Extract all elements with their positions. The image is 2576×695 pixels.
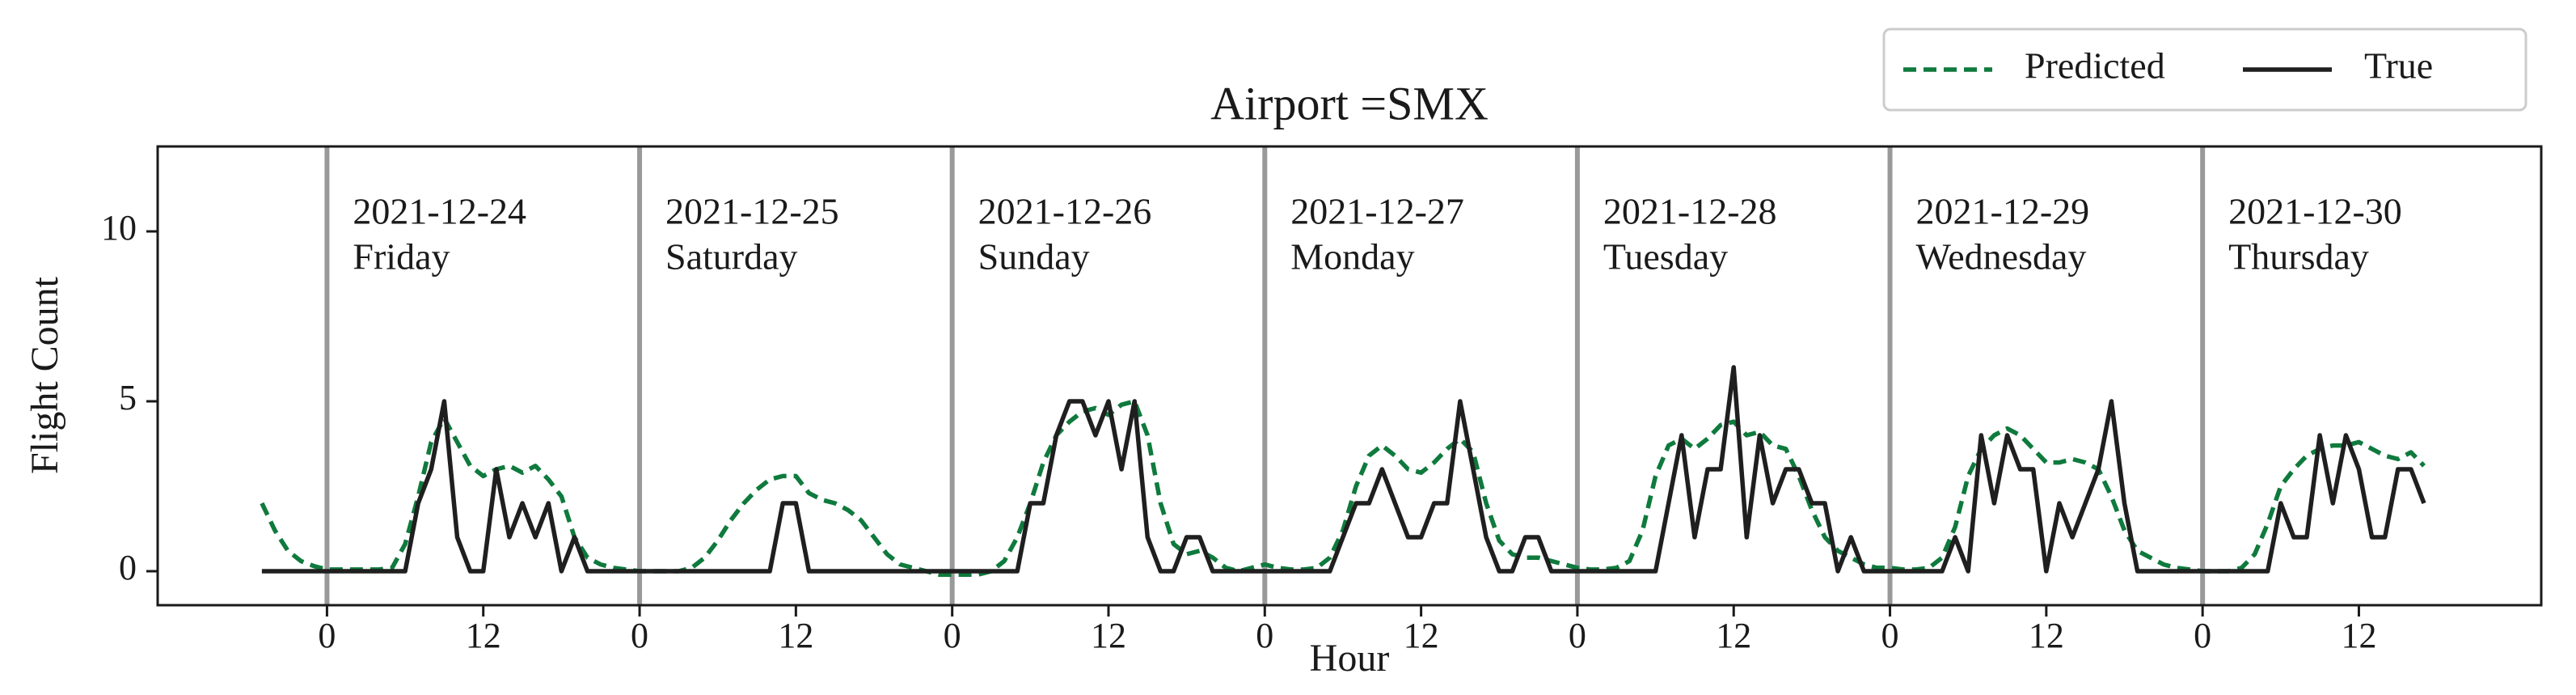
x-tick-label: 12 <box>1716 616 1751 655</box>
day-date: 2021-12-30 <box>2228 191 2402 232</box>
day-name: Tuesday <box>1603 236 1728 278</box>
x-tick-label: 12 <box>1091 616 1126 655</box>
legend-label: Predicted <box>2025 45 2165 87</box>
x-tick-label: 12 <box>1404 616 1439 655</box>
day-name: Thursday <box>2228 236 2369 278</box>
day-date: 2021-12-27 <box>1290 191 1464 232</box>
x-tick-label: 0 <box>631 616 648 655</box>
legend-box <box>1882 28 2527 112</box>
x-axis-label: Hour <box>1310 637 1390 680</box>
x-tick-label: 12 <box>466 616 501 655</box>
x-tick-label: 0 <box>2194 616 2211 655</box>
x-tick-label: 0 <box>318 616 336 655</box>
day-date: 2021-12-26 <box>978 191 1152 232</box>
y-tick-label: 5 <box>119 378 137 417</box>
y-axis-label: Flight Count <box>23 276 66 474</box>
day-name: Saturday <box>665 236 798 278</box>
day-date: 2021-12-24 <box>353 191 526 232</box>
y-tick-label: 0 <box>119 548 137 587</box>
day-name: Monday <box>1290 236 1414 278</box>
day-date: 2021-12-29 <box>1916 191 2090 232</box>
x-tick-label: 0 <box>1881 616 1899 655</box>
x-tick-label: 0 <box>1569 616 1586 655</box>
day-name: Wednesday <box>1916 236 2087 278</box>
x-tick-label: 12 <box>778 616 813 655</box>
day-date: 2021-12-25 <box>665 191 839 232</box>
x-tick-label: 0 <box>944 616 961 655</box>
series-line <box>261 365 2426 574</box>
x-tick-label: 12 <box>2029 616 2064 655</box>
x-tick-label: 0 <box>1256 616 1273 655</box>
day-name: Friday <box>353 236 450 278</box>
chart-title: Airport =SMX <box>1210 77 1489 129</box>
plot-frame <box>156 145 2543 607</box>
day-name: Sunday <box>978 236 1090 278</box>
series-line <box>260 399 2426 577</box>
x-tick-label: 12 <box>2341 616 2376 655</box>
legend: Predicted True <box>1882 28 2527 112</box>
legend-label: True <box>2364 45 2433 87</box>
y-tick-label: 10 <box>101 208 137 248</box>
day-date: 2021-12-28 <box>1603 191 1777 232</box>
